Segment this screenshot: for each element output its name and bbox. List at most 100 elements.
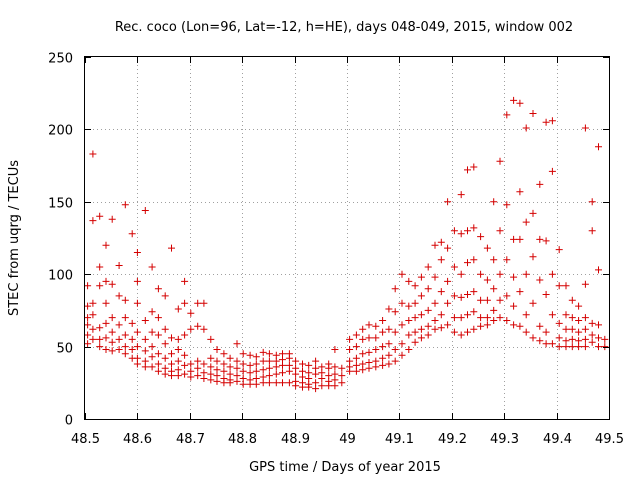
data-point [133,249,141,256]
data-point [548,270,556,278]
data-point [187,373,195,381]
x-tick-label: 49 [339,432,356,447]
data-point [133,328,141,336]
data-point [121,343,129,351]
data-point [444,244,452,252]
data-point [89,325,97,333]
data-point [405,331,413,339]
data-point [161,370,169,378]
data-point [207,363,215,371]
data-point [96,263,104,271]
data-point [252,353,260,361]
data-point [464,227,471,235]
data-point [220,367,228,375]
data-point [444,299,452,307]
data-point [292,357,300,365]
data-point [411,282,419,290]
data-point [457,331,465,339]
x-tick-label: 49.4 [543,432,572,447]
data-point [444,198,452,206]
data-point [213,357,221,365]
data-point [581,335,589,343]
data-point [174,346,182,353]
data-point [161,340,169,348]
data-point [516,288,524,296]
data-point [161,325,169,333]
data-point [141,347,149,355]
data-point [411,328,419,336]
data-point [503,317,511,324]
data-point [187,325,195,333]
data-point [259,348,267,356]
data-point [272,363,280,371]
data-point [108,280,116,288]
data-point [133,299,141,307]
data-point [405,317,413,324]
data-point [477,314,485,322]
data-point [359,366,367,374]
data-point [385,325,393,333]
data-point [207,354,215,362]
data-point [595,321,602,329]
x-tick-label: 48.9 [281,432,310,447]
data-point [424,322,432,330]
data-point [233,340,241,348]
chart-title: Rec. coco (Lon=96, Lat=-12, h=HE), days … [115,20,573,35]
data-point [128,346,136,353]
data-point [259,357,267,365]
x-tick-label: 48.5 [71,432,100,447]
data-point [89,217,97,225]
data-point [96,212,104,220]
data-point [379,317,387,324]
data-point [431,299,439,307]
data-point [581,314,589,322]
data-point [187,360,195,368]
data-point [575,343,583,351]
data-point [265,372,273,380]
data-point [181,361,189,369]
data-point [536,235,544,243]
data-point [568,325,576,333]
data-point [398,351,406,359]
data-point [181,370,189,378]
data-point [470,224,478,232]
data-point [102,277,110,285]
y-axis-label: STEC from uqrg / TECUs [7,160,22,316]
data-point [417,334,425,342]
data-point [483,276,491,284]
data-point [490,317,498,324]
data-point [379,343,387,351]
data-point [398,340,406,348]
data-point [220,350,228,358]
data-point [372,346,380,353]
data-point [522,328,530,336]
y-tick-label: 200 [48,124,73,139]
data-point [588,198,596,206]
data-point [141,317,149,324]
data-point [444,321,452,329]
data-point [96,282,104,290]
data-point [154,331,162,339]
data-point [226,379,234,387]
data-point [338,372,346,380]
data-point [411,314,419,322]
data-point [391,285,399,293]
data-point [89,335,97,343]
y-tick-label: 250 [48,52,73,67]
data-point [391,346,399,353]
data-point [464,166,471,174]
data-point [96,324,104,332]
data-point [220,360,228,368]
data-point [450,292,458,300]
data-point [285,379,293,387]
data-point [536,322,544,330]
data-point [108,215,116,223]
data-point [431,325,439,333]
data-point [503,256,511,264]
data-point [194,357,202,365]
data-point [148,343,156,351]
data-point [299,383,306,391]
data-point [490,306,498,314]
data-point [279,369,286,377]
data-point [246,361,254,369]
